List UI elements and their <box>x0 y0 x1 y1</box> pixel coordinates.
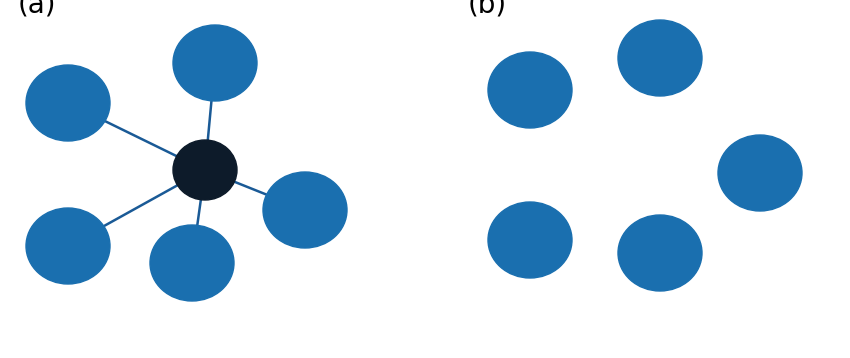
Ellipse shape <box>488 52 572 128</box>
Ellipse shape <box>26 208 110 284</box>
Ellipse shape <box>618 215 702 291</box>
Ellipse shape <box>150 225 234 301</box>
Ellipse shape <box>263 172 347 248</box>
Text: (b): (b) <box>468 0 507 18</box>
Text: (a): (a) <box>18 0 56 18</box>
Ellipse shape <box>718 135 802 211</box>
Ellipse shape <box>26 65 110 141</box>
Ellipse shape <box>173 25 257 101</box>
Ellipse shape <box>173 140 237 200</box>
Ellipse shape <box>618 20 702 96</box>
Ellipse shape <box>488 202 572 278</box>
